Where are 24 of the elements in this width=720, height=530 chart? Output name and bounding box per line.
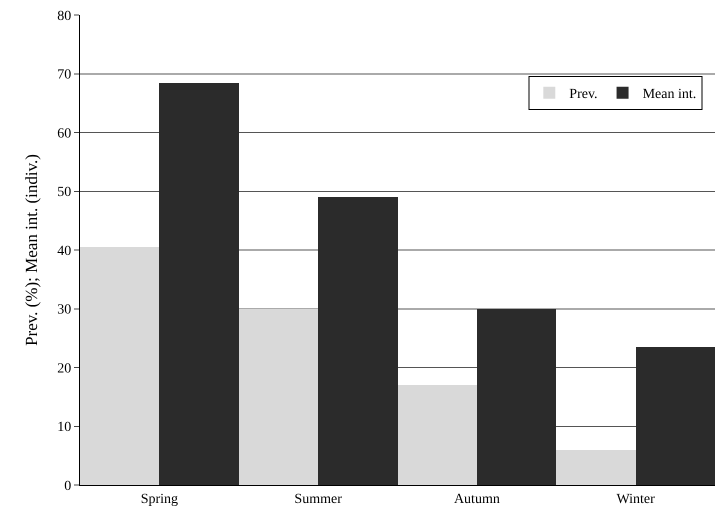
bar — [159, 83, 239, 485]
x-tick-label: Spring — [140, 492, 178, 507]
y-tick-label: 0 — [64, 478, 72, 494]
y-tick-label: 20 — [57, 361, 72, 376]
y-tick-label: 50 — [57, 185, 72, 200]
bar — [556, 450, 636, 485]
y-tick-label: 30 — [57, 302, 72, 318]
y-tick-label: 40 — [57, 244, 72, 259]
bar — [636, 347, 715, 485]
x-tick-label: Summer — [294, 492, 342, 507]
y-tick-label: 70 — [57, 68, 72, 83]
bar — [239, 309, 318, 485]
legend-label: Mean int. — [642, 87, 696, 102]
y-tick-label: 80 — [57, 8, 72, 24]
bar — [398, 385, 477, 485]
y-tick-label: 60 — [57, 126, 72, 142]
bar — [318, 197, 398, 485]
y-axis-title: Prev. (%); Mean int. (indiv.) — [22, 154, 41, 346]
x-tick-label: Autumn — [454, 492, 500, 507]
bar — [80, 247, 159, 485]
x-tick-label: Winter — [616, 492, 656, 507]
y-tick-label: 10 — [57, 420, 72, 436]
legend-label: Prev. — [569, 87, 598, 102]
bar — [477, 309, 556, 485]
